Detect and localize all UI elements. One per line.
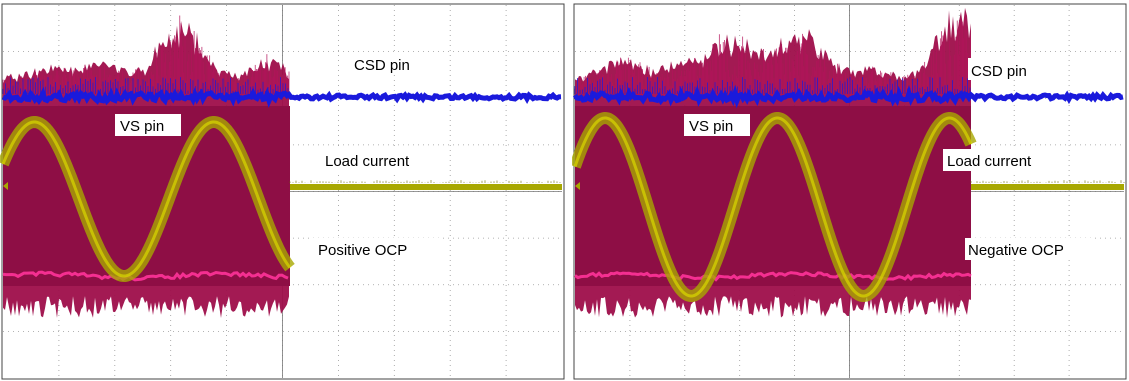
traces bbox=[0, 15, 562, 318]
load-current-sine-core bbox=[1, 120, 292, 278]
csd-pin-label: CSD pin bbox=[971, 63, 1027, 80]
label-box bbox=[684, 114, 750, 136]
scope-capture-negative-ocp: CSD pin VS pin Load current Negative OCP bbox=[572, 0, 1129, 381]
scope-screen-left: CSD pin VS pin Load current Positive OCP bbox=[0, 3, 565, 380]
label-box bbox=[115, 114, 181, 136]
load-current-label: Load current bbox=[325, 153, 410, 170]
csd-pin-trace bbox=[1, 86, 562, 109]
labels: CSD pin VS pin Load current Positive OCP bbox=[115, 53, 440, 260]
label-box bbox=[968, 58, 1044, 80]
scope-screen-right: CSD pin VS pin Load current Negative OCP bbox=[572, 3, 1127, 380]
trigger-marker bbox=[3, 182, 8, 190]
label-box bbox=[943, 149, 1061, 171]
load-current-zero-line bbox=[290, 184, 562, 190]
label-box bbox=[318, 149, 436, 171]
labels: CSD pin VS pin Load current Negative OCP bbox=[684, 58, 1095, 260]
label-box bbox=[965, 238, 1095, 260]
ocp-label: Negative OCP bbox=[968, 242, 1064, 259]
scope-capture-positive-ocp: CSD pin VS pin Load current Positive OCP bbox=[0, 3, 565, 380]
label-box bbox=[348, 53, 424, 75]
load-current-zero-line bbox=[971, 184, 1124, 190]
vs-pin-low-rail bbox=[2, 270, 289, 282]
load-current-label: Load current bbox=[947, 153, 1032, 170]
load-current-sine-core bbox=[573, 116, 973, 298]
vs-pin-low-rail bbox=[574, 271, 972, 282]
ocp-label: Positive OCP bbox=[318, 242, 407, 259]
vs-pin-label: VS pin bbox=[120, 118, 164, 135]
csd-pin-trace bbox=[572, 84, 1124, 109]
traces bbox=[572, 7, 1125, 318]
label-box bbox=[312, 238, 440, 260]
trigger-marker bbox=[575, 182, 580, 190]
vs-pin-label: VS pin bbox=[689, 118, 733, 135]
csd-pin-label: CSD pin bbox=[354, 57, 410, 74]
